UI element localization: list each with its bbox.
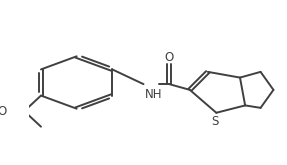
- Text: NH: NH: [145, 88, 162, 101]
- Text: O: O: [0, 105, 6, 118]
- Text: O: O: [165, 51, 174, 64]
- Text: S: S: [211, 115, 219, 128]
